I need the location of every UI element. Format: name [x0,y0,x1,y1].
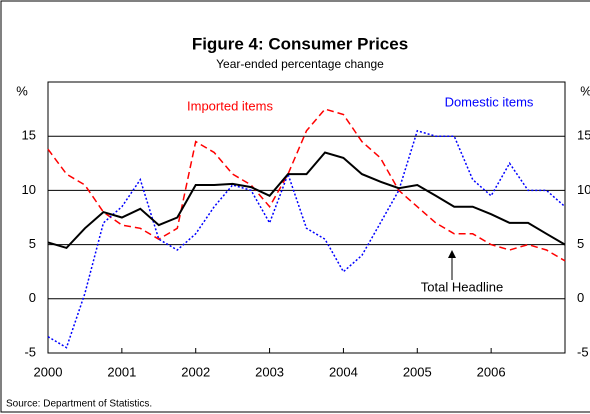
annotation: Total Headline [421,279,503,294]
y-tick-label-right: 10 [577,182,590,197]
x-tick-label: 2006 [477,364,506,379]
y-tick-label-right: 15 [577,128,590,143]
x-tick-label: 2000 [34,364,63,379]
y-tick-label-right: 0 [577,290,584,305]
annotation: Domestic items [445,94,534,109]
x-tick-label: 2005 [403,364,432,379]
x-tick-label: 2004 [329,364,358,379]
y-tick-label: 5 [29,236,36,251]
series-line [47,151,566,250]
source-note: Source: Department of Statistics. [6,399,152,410]
annotation: Imported items [187,98,273,113]
y-tick-label: 0 [29,290,36,305]
series-line [47,129,566,349]
y-tick-label: -5 [24,344,36,359]
y-tick-label-right: -5 [577,344,589,359]
plot-border [47,81,566,354]
y-tick-label: 10 [22,182,36,197]
x-tick-label: 2003 [255,364,284,379]
x-tick-label: 2001 [107,364,136,379]
y-tick-label: 15 [22,128,36,143]
y-axis-label: % [16,83,28,98]
y-tick-label-right: 5 [577,236,584,251]
chart-title: Figure 4: Consumer Prices [192,34,408,53]
chart-subtitle: Year-ended percentage change [216,57,384,71]
x-tick-label: 2002 [181,364,210,379]
arrow-head [448,250,456,258]
y-axis-label-right: % [580,83,590,98]
series-line [47,108,566,262]
